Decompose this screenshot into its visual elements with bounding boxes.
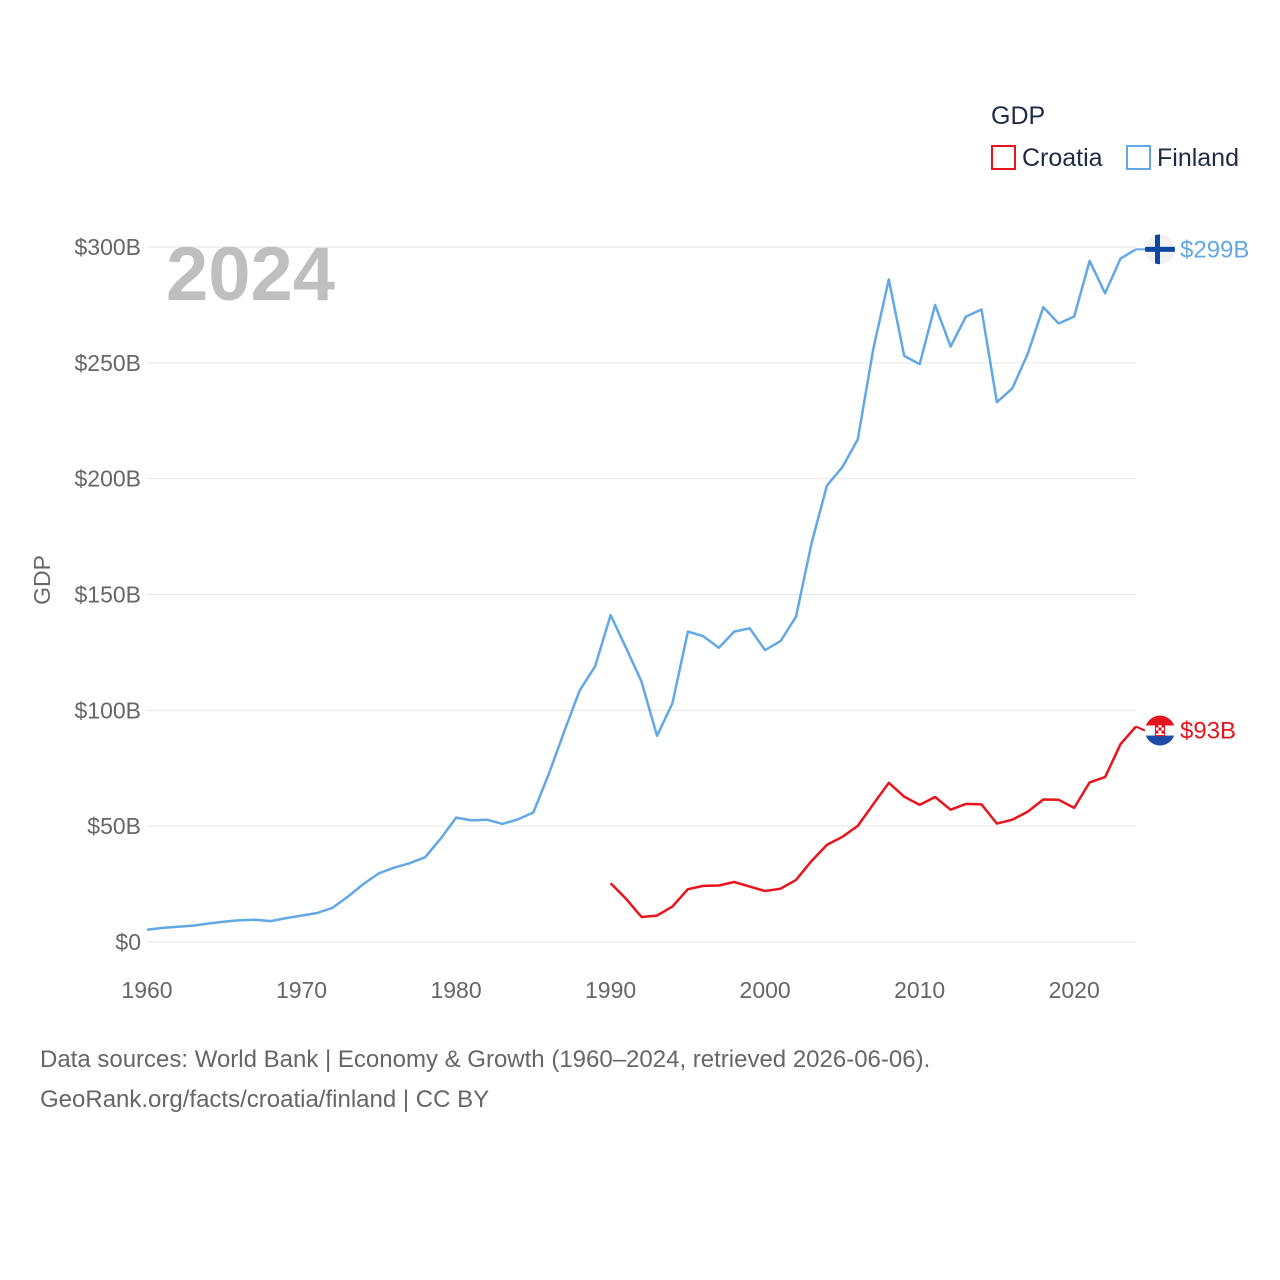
x-tick-label: 1970 <box>276 977 327 1003</box>
footer-link[interactable]: GeoRank.org/facts/croatia/finland | CC B… <box>40 1086 490 1113</box>
y-tick-label: $200B <box>74 466 141 492</box>
end-connector-croatia <box>1135 725 1146 732</box>
series-line-croatia <box>609 725 1137 919</box>
legend-swatch-croatia[interactable] <box>991 145 1016 170</box>
y-axis-title: GDP <box>29 555 55 605</box>
series-line-finland <box>146 248 1137 931</box>
y-tick-label: $300B <box>74 234 141 260</box>
legend-label-finland[interactable]: Finland <box>1157 144 1239 172</box>
y-tick-label: $100B <box>74 697 141 723</box>
footer-sources: Data sources: World Bank | Economy & Gro… <box>40 1046 931 1073</box>
end-label-croatia: $93B <box>1180 718 1236 745</box>
legend: GDP Croatia Finland <box>991 102 1239 172</box>
legend-label-croatia[interactable]: Croatia <box>1022 144 1103 172</box>
x-tick-label: 1960 <box>121 977 172 1003</box>
footer: Data sources: World Bank | Economy & Gro… <box>40 1040 930 1120</box>
x-tick-label: 2010 <box>894 977 945 1003</box>
y-axis-ticks: $0 $50B $100B $150B $200B $250B $300B <box>74 234 141 955</box>
x-axis-ticks: 1960 1970 1980 1990 2000 2010 2020 <box>121 977 1099 1003</box>
x-tick-label: 2020 <box>1049 977 1100 1003</box>
legend-title: GDP <box>991 102 1045 130</box>
x-tick-label: 1980 <box>430 977 481 1003</box>
legend-swatch-finland[interactable] <box>1126 145 1151 170</box>
x-tick-label: 2000 <box>740 977 791 1003</box>
year-label: 2024 <box>166 232 335 317</box>
finland-flag-icon <box>1145 234 1175 265</box>
y-tick-label: $150B <box>74 582 141 608</box>
end-label-finland: $299B <box>1180 236 1249 263</box>
grid-lines <box>147 246 1136 943</box>
croatia-flag-icon <box>1145 715 1175 746</box>
y-tick-label: $0 <box>115 929 141 955</box>
x-tick-label: 1990 <box>585 977 636 1003</box>
y-tick-label: $50B <box>87 813 141 839</box>
y-tick-label: $250B <box>74 350 141 376</box>
